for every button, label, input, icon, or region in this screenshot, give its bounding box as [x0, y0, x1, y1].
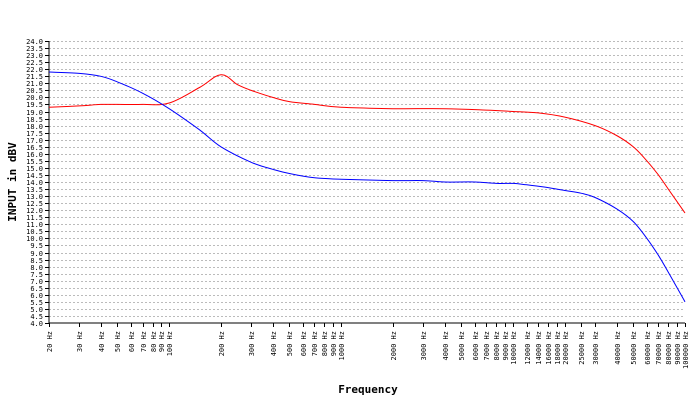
y-tick-label: 16.5 [26, 144, 43, 152]
x-tick-label: 300 Hz [248, 331, 256, 356]
y-tick-label: 5.5 [30, 299, 43, 307]
y-tick-label: 23.5 [26, 45, 43, 53]
x-tick-label: 10000 Hz [510, 331, 518, 365]
y-tick-label: 19.5 [26, 101, 43, 109]
y-tick-label: 4.5 [30, 313, 43, 321]
x-tick-label: 25000 Hz [578, 331, 586, 365]
x-tick-label: 50000 Hz [630, 331, 638, 365]
x-tick-label: 80 Hz [150, 331, 158, 352]
x-tick-label: 400 Hz [270, 331, 278, 356]
y-tick-label: 17.0 [26, 137, 43, 145]
x-tick-label: 2000 Hz [390, 331, 398, 361]
y-tick-label: 10.0 [26, 235, 43, 243]
y-tick-label: 15.0 [26, 165, 43, 173]
x-tick-label: 90 Hz [158, 331, 166, 352]
y-tick-label: 6.0 [30, 292, 43, 300]
series-line-1 [48, 74, 686, 214]
y-tick-label: 4.0 [30, 320, 43, 328]
y-tick-label: 11.5 [26, 214, 43, 222]
x-tick-label: 70000 Hz [655, 331, 663, 365]
y-tick-label: 9.5 [30, 242, 43, 250]
y-tick-label: 8.0 [30, 264, 43, 272]
x-tick-label: 6000 Hz [472, 331, 480, 361]
y-axis-title: INPUT in dBV [6, 142, 19, 222]
y-axis-ticks: 4.04.55.05.56.06.57.07.58.08.59.09.510.0… [26, 38, 49, 328]
x-tick-label: 90000 Hz [674, 331, 682, 365]
y-tick-label: 15.5 [26, 158, 43, 166]
x-tick-label: 100 Hz [166, 331, 174, 356]
x-tick-label: 500 Hz [286, 331, 294, 356]
x-tick-label: 70 Hz [140, 331, 148, 352]
x-tick-label: 800 Hz [321, 331, 329, 356]
y-tick-label: 17.5 [26, 130, 43, 138]
x-tick-label: 40000 Hz [614, 331, 622, 365]
x-tick-label: 60000 Hz [644, 331, 652, 365]
x-tick-label: 50 Hz [114, 331, 122, 352]
y-tick-label: 11.0 [26, 221, 43, 229]
x-tick-label: 40 Hz [98, 331, 106, 352]
x-tick-label: 14000 Hz [535, 331, 543, 365]
y-tick-label: 14.5 [26, 172, 43, 180]
x-tick-label: 12000 Hz [524, 331, 532, 365]
x-tick-label: 100000 Hz [682, 331, 690, 369]
y-tick-label: 7.0 [30, 278, 43, 286]
y-tick-label: 12.5 [26, 200, 43, 208]
x-tick-label: 3000 Hz [420, 331, 428, 361]
y-tick-label: 20.5 [26, 87, 43, 95]
x-tick-label: 30000 Hz [592, 331, 600, 365]
x-tick-label: 18000 Hz [554, 331, 562, 365]
y-tick-label: 9.0 [30, 250, 43, 258]
y-tick-label: 20.0 [26, 94, 43, 102]
x-tick-label: 60 Hz [128, 331, 136, 352]
x-axis-title: Frequency [338, 383, 398, 396]
x-tick-label: 20000 Hz [562, 331, 570, 365]
grid-lines [49, 41, 685, 317]
x-tick-label: 9000 Hz [502, 331, 510, 361]
y-tick-label: 8.5 [30, 257, 43, 265]
x-tick-label: 4000 Hz [442, 331, 450, 361]
y-tick-label: 16.0 [26, 151, 43, 159]
y-tick-label: 18.5 [26, 116, 43, 124]
x-tick-label: 7000 Hz [483, 331, 491, 361]
y-tick-label: 21.5 [26, 73, 43, 81]
y-tick-label: 18.0 [26, 123, 43, 131]
y-tick-label: 22.5 [26, 59, 43, 67]
series-layer [48, 71, 686, 303]
y-tick-label: 14.0 [26, 179, 43, 187]
x-tick-label: 900 Hz [330, 331, 338, 356]
x-axis-ticks: 20 Hz 30 Hz 40 Hz 50 Hz 60 Hz 70 Hz 80 Hz 90 Hz… [46, 323, 690, 369]
y-tick-label: 6.5 [30, 285, 43, 293]
x-tick-label: 30 Hz [76, 331, 84, 352]
y-tick-label: 7.5 [30, 271, 43, 279]
y-tick-label: 19.0 [26, 109, 43, 117]
y-tick-label: 13.0 [26, 193, 43, 201]
y-tick-label: 22.0 [26, 66, 43, 74]
x-tick-label: 16000 Hz [545, 331, 553, 365]
series-line-2 [48, 71, 686, 303]
x-tick-label: 80000 Hz [665, 331, 673, 365]
x-tick-label: 20 Hz [46, 331, 54, 352]
x-tick-label: 8000 Hz [493, 331, 501, 361]
y-tick-label: 10.5 [26, 228, 43, 236]
y-tick-label: 5.0 [30, 306, 43, 314]
y-tick-label: 13.5 [26, 186, 43, 194]
y-tick-label: 24.0 [26, 38, 43, 46]
x-tick-label: 700 Hz [311, 331, 319, 356]
x-tick-label: 200 Hz [218, 331, 226, 356]
y-tick-label: 12.0 [26, 207, 43, 215]
x-tick-label: 5000 Hz [458, 331, 466, 361]
y-tick-label: 21.0 [26, 80, 43, 88]
y-tick-label: 23.0 [26, 52, 43, 60]
x-tick-label: 1000 Hz [338, 331, 346, 361]
x-tick-label: 600 Hz [300, 331, 308, 356]
